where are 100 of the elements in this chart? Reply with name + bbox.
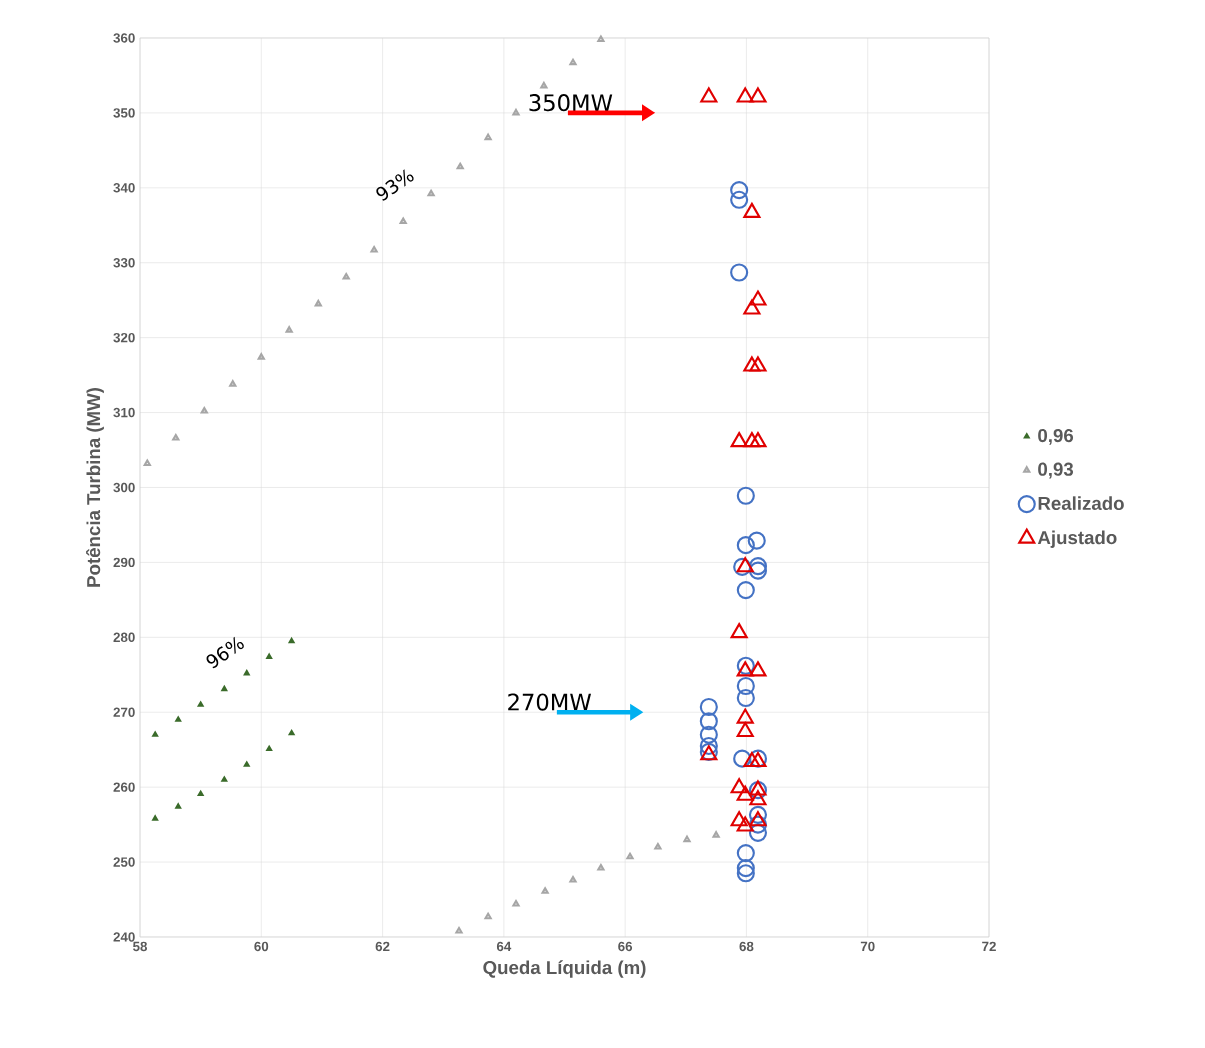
x-tick-label: 68 [739, 941, 754, 952]
y-tick-label: 250 [113, 857, 135, 867]
legend-label: Ajustado [1037, 530, 1117, 548]
y-tick-label: 340 [113, 183, 135, 193]
point [175, 716, 182, 722]
x-tick-label: 70 [860, 941, 875, 952]
point [736, 656, 755, 675]
point [730, 263, 749, 282]
point [736, 816, 754, 832]
point [748, 815, 768, 834]
point [288, 637, 295, 644]
legend-label: Realizado [1038, 496, 1124, 511]
point [749, 87, 767, 103]
point [700, 87, 718, 103]
point [749, 790, 767, 806]
point [597, 35, 605, 43]
y-tick-label: 330 [113, 258, 135, 268]
point [748, 781, 768, 800]
point [736, 785, 754, 801]
point [455, 926, 463, 934]
point [683, 835, 691, 843]
point [743, 299, 761, 315]
point [370, 246, 378, 253]
point [730, 432, 748, 448]
point [626, 852, 634, 860]
point [748, 557, 768, 576]
point [736, 87, 754, 103]
y-tick-label: 240 [113, 932, 135, 942]
y-tick-label: 260 [113, 782, 135, 792]
point [736, 864, 755, 883]
point [730, 623, 748, 639]
point [749, 432, 767, 448]
point [743, 356, 761, 372]
point [736, 721, 754, 738]
point [748, 561, 768, 580]
point [699, 712, 718, 731]
annotation: 96% [206, 636, 244, 669]
y-tick-label: 320 [113, 332, 135, 343]
point [747, 531, 766, 550]
point [749, 780, 767, 796]
x-axis-title: Queda Líquida (m) [483, 960, 646, 978]
point [654, 843, 662, 850]
point [541, 887, 549, 894]
annotation: 350MW [529, 94, 613, 112]
point [743, 751, 761, 768]
point [314, 299, 322, 307]
point [152, 815, 159, 821]
point [512, 900, 520, 907]
point [736, 844, 755, 863]
point [399, 217, 407, 225]
point [712, 831, 720, 838]
point [749, 290, 767, 306]
point [699, 697, 718, 717]
x-tick-label: 72 [982, 941, 996, 951]
point [749, 811, 767, 827]
point [730, 180, 749, 200]
point [699, 736, 718, 756]
point [197, 701, 204, 707]
x-tick-label: 66 [618, 941, 633, 952]
point [749, 661, 767, 677]
x-tick-label: 60 [254, 941, 269, 952]
point [243, 761, 250, 767]
point [456, 162, 464, 170]
point [172, 434, 180, 441]
point [569, 876, 577, 883]
point [749, 356, 767, 372]
y-tick-label: 360 [113, 33, 135, 43]
point [285, 326, 293, 333]
point [733, 749, 752, 768]
point [221, 776, 228, 782]
point [288, 730, 295, 736]
point [730, 778, 748, 794]
point [736, 676, 755, 696]
point [736, 858, 755, 878]
y-tick-label: 300 [113, 482, 135, 493]
point [569, 58, 577, 66]
x-tick-label: 62 [375, 941, 390, 952]
point [221, 685, 228, 692]
point [257, 353, 265, 360]
y-tick-label: 290 [113, 557, 135, 568]
point [200, 407, 208, 414]
y-tick-label: 280 [113, 632, 135, 643]
point [266, 653, 273, 659]
y-axis-title: Potência Turbina (MW) [86, 387, 104, 587]
y-tick-label: 310 [113, 407, 135, 418]
point [736, 536, 755, 555]
point [743, 202, 761, 218]
point [427, 189, 435, 197]
point [743, 432, 761, 448]
point [266, 745, 273, 752]
point [736, 486, 755, 505]
point [143, 459, 151, 467]
x-tick-label: 64 [496, 941, 512, 952]
y-tick-label: 350 [113, 108, 135, 118]
point [736, 581, 755, 600]
point [736, 661, 754, 677]
point [152, 731, 159, 737]
point [730, 811, 748, 827]
x-tick-label: 58 [133, 941, 148, 952]
point [597, 864, 605, 871]
